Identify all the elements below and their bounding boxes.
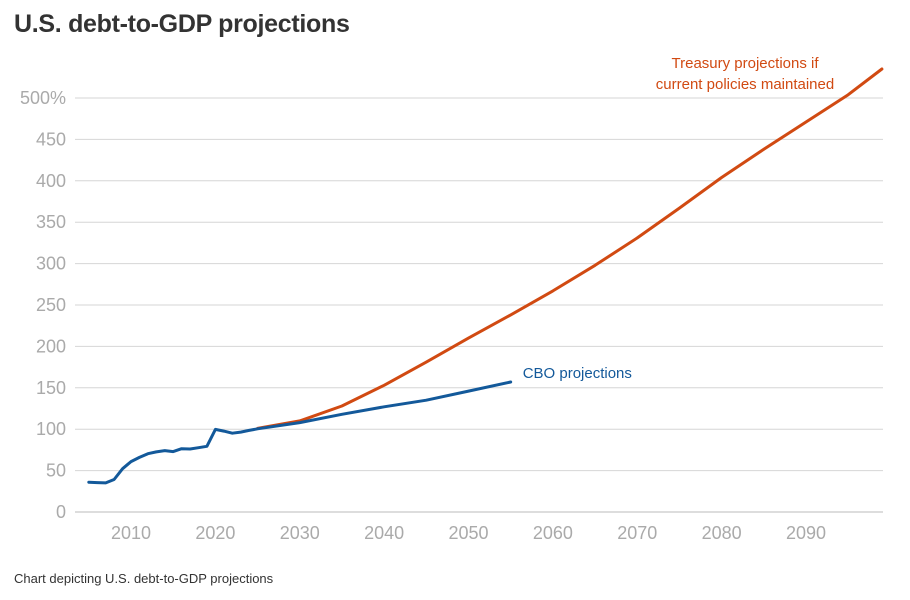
y-tick-label: 400 (36, 171, 66, 191)
chart-caption: Chart depicting U.S. debt-to-GDP project… (14, 571, 274, 586)
y-tick-label: 150 (36, 378, 66, 398)
cbo-line (87, 380, 513, 485)
treasury-label: current policies maintained (656, 76, 834, 93)
x-tick-label: 2010 (111, 523, 151, 543)
grid-lines (75, 97, 883, 513)
x-tick-label: 2030 (280, 523, 320, 543)
cbo-label: CBO projections (523, 365, 632, 382)
y-tick-label: 250 (36, 295, 66, 315)
y-tick-label: 50 (46, 461, 66, 481)
x-tick-label: 2020 (195, 523, 235, 543)
treasury-label: Treasury projections if (672, 55, 820, 72)
series-lines (87, 67, 884, 485)
y-tick-label: 0 (56, 502, 66, 522)
debt-to-gdp-chart: 0 50 100 150 200 250 300 350 400 450 500% 2010 2020… (20, 55, 884, 543)
x-tick-label: 2090 (786, 523, 826, 543)
y-tick-label: 500% (20, 88, 66, 108)
y-axis: 0 50 100 150 200 250 300 350 400 450 500% (20, 88, 66, 522)
x-tick-label: 2060 (533, 523, 573, 543)
y-tick-label: 100 (36, 419, 66, 439)
y-tick-label: 450 (36, 129, 66, 149)
x-tick-label: 2050 (448, 523, 488, 543)
treasury-line (256, 67, 884, 430)
y-tick-label: 350 (36, 212, 66, 232)
x-tick-label: 2040 (364, 523, 404, 543)
y-tick-label: 200 (36, 336, 66, 356)
y-tick-label: 300 (36, 254, 66, 274)
series-labels: Treasury projections if current policies … (523, 55, 835, 382)
x-tick-label: 2070 (617, 523, 657, 543)
x-tick-label: 2080 (702, 523, 742, 543)
x-axis: 2010 2020 2030 2040 2050 2060 2070 2080 2090 (111, 523, 826, 543)
chart-title: U.S. debt-to-GDP projections (14, 10, 350, 38)
